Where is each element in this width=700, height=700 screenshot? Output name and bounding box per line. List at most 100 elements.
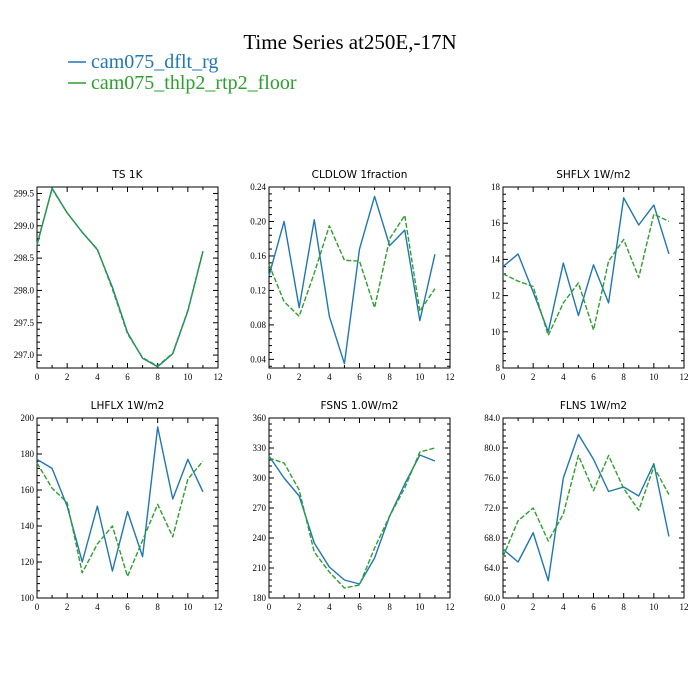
x-tick-label: 10 <box>649 372 659 382</box>
y-tick-label: 12 <box>491 291 500 301</box>
y-tick-label: 8 <box>496 363 501 373</box>
x-tick-label: 4 <box>95 372 100 382</box>
y-tick-label: 330 <box>253 443 267 453</box>
x-tick-label: 0 <box>501 372 506 382</box>
x-tick-label: 8 <box>621 372 626 382</box>
y-tick-label: 0.20 <box>250 216 266 226</box>
x-tick-label: 2 <box>531 602 536 612</box>
y-tick-label: 299.0 <box>14 221 35 231</box>
x-tick-label: 4 <box>95 602 100 612</box>
series-line-floor <box>268 214 436 317</box>
x-tick-label: 12 <box>446 602 455 612</box>
legend-label-floor: cam075_thlp2_rtp2_floor <box>91 72 297 94</box>
x-tick-label: 0 <box>501 602 506 612</box>
plot-frame <box>268 417 451 599</box>
x-tick-label: 2 <box>531 372 536 382</box>
y-tick-label: 64.0 <box>484 563 500 573</box>
series-line-dflt <box>502 197 670 333</box>
x-tick-label: 10 <box>649 602 659 612</box>
x-tick-label: 10 <box>415 372 425 382</box>
y-tick-label: 270 <box>253 503 267 513</box>
x-tick-label: 2 <box>297 602 302 612</box>
y-tick-label: 14 <box>491 254 501 264</box>
panel-1: TS 1K 0 2 4 6 8 10 12 297.0 297.5 298.0 298.5 299.0 2… <box>14 169 223 382</box>
y-tick-label: 298.0 <box>14 285 35 295</box>
series-line-dflt <box>502 433 670 582</box>
x-tick-label: 6 <box>357 372 362 382</box>
y-tick-label: 297.5 <box>14 318 35 328</box>
x-tick-label: 4 <box>561 372 566 382</box>
y-tick-label: 299.5 <box>14 188 35 198</box>
x-tick-label: 0 <box>35 602 40 612</box>
y-tick-label: 140 <box>21 521 35 531</box>
series-line-floor <box>502 454 670 558</box>
series-line-dflt <box>268 195 436 365</box>
x-tick-label: 8 <box>155 372 160 382</box>
legend-label-dflt: cam075_dflt_rg <box>91 51 218 73</box>
y-tick-label: 60.0 <box>484 593 500 603</box>
y-tick-label: 80.0 <box>484 443 500 453</box>
y-tick-label: 297.0 <box>14 350 35 360</box>
y-tick-label: 298.5 <box>14 253 35 263</box>
y-tick-label: 210 <box>253 563 267 573</box>
y-tick-label: 300 <box>253 473 267 483</box>
plot-frame <box>36 186 219 369</box>
y-tick-label: 0.12 <box>250 285 266 295</box>
x-tick-label: 8 <box>387 602 392 612</box>
y-tick-label: 360 <box>253 413 267 423</box>
panels: TS 1K 0 2 4 6 8 10 12 297.0 297.5 298.0 298.5 299.0 2… <box>14 169 689 612</box>
series-line-dflt <box>36 426 204 572</box>
series-line-floor <box>268 447 436 589</box>
x-tick-label: 4 <box>327 372 332 382</box>
y-tick-label: 10 <box>491 327 501 337</box>
x-tick-label: 12 <box>446 372 455 382</box>
series-line-floor <box>36 188 204 367</box>
y-tick-label: 200 <box>21 413 35 423</box>
legend: cam075_dflt_rg cam075_thlp2_rtp2_floor <box>68 51 297 94</box>
panel-title: TS 1K <box>112 169 144 181</box>
y-tick-label: 76.0 <box>484 473 500 483</box>
x-tick-label: 6 <box>125 372 130 382</box>
y-tick-label: 16 <box>491 218 501 228</box>
x-tick-label: 2 <box>65 372 70 382</box>
x-tick-label: 0 <box>267 602 272 612</box>
x-tick-label: 8 <box>621 602 626 612</box>
plot-frame <box>36 417 219 599</box>
y-tick-label: 180 <box>253 593 267 603</box>
y-tick-label: 0.08 <box>250 320 266 330</box>
y-tick-label: 84.0 <box>484 413 500 423</box>
plot-frame <box>502 417 685 599</box>
y-tick-label: 0.24 <box>250 182 266 192</box>
y-tick-label: 18 <box>491 182 501 192</box>
panel-4: LHFLX 1W/m2 0 2 4 6 8 10 12 100 120 140 160 180 200 <box>21 400 223 612</box>
x-tick-label: 0 <box>267 372 272 382</box>
panel-title: SHFLX 1W/m2 <box>556 169 631 181</box>
panel-3: SHFLX 1W/m2 0 2 4 6 8 10 12 8 10 12 14 16 18 <box>491 169 689 382</box>
series-line-dflt <box>268 454 436 585</box>
y-tick-label: 68.0 <box>484 533 500 543</box>
x-tick-label: 6 <box>357 602 362 612</box>
x-tick-label: 12 <box>214 602 223 612</box>
x-tick-label: 10 <box>415 602 425 612</box>
x-tick-label: 12 <box>680 372 689 382</box>
x-tick-label: 4 <box>561 602 566 612</box>
y-tick-label: 180 <box>21 449 35 459</box>
series-line-floor <box>36 460 204 578</box>
y-tick-label: 240 <box>253 533 267 543</box>
x-tick-label: 4 <box>327 602 332 612</box>
panel-title: CLDLOW 1fraction <box>312 169 408 181</box>
y-tick-label: 0.16 <box>250 251 266 261</box>
x-tick-label: 12 <box>214 372 223 382</box>
x-tick-label: 6 <box>591 372 596 382</box>
plot-frame <box>268 186 451 369</box>
series-line-floor <box>502 213 670 337</box>
x-tick-label: 6 <box>591 602 596 612</box>
x-tick-label: 6 <box>125 602 130 612</box>
panel-2: CLDLOW 1fraction 0 2 4 6 8 10 12 0.04 0.08 0.12 0.1… <box>250 169 454 382</box>
y-tick-label: 120 <box>21 557 35 567</box>
y-tick-label: 72.0 <box>484 503 500 513</box>
y-tick-label: 160 <box>21 485 35 495</box>
panel-title: FLNS 1W/m2 <box>560 400 627 412</box>
x-tick-label: 2 <box>65 602 70 612</box>
